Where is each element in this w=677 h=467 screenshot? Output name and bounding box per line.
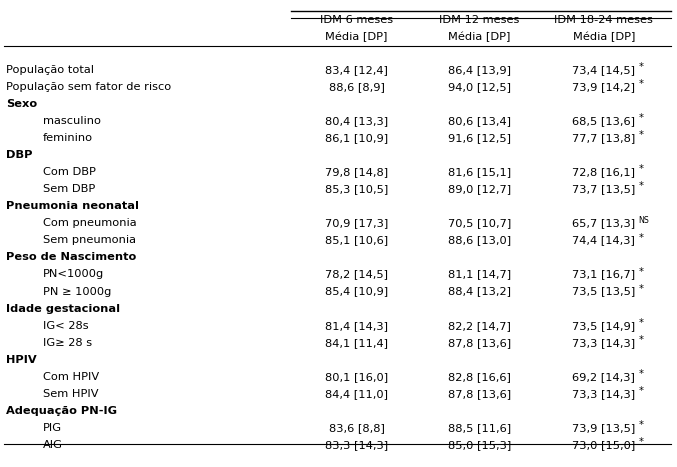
- Text: 78,2 [14,5]: 78,2 [14,5]: [325, 269, 388, 279]
- Text: 85,0 [15,3]: 85,0 [15,3]: [448, 440, 511, 450]
- Text: *: *: [638, 420, 644, 431]
- Text: 84,1 [11,4]: 84,1 [11,4]: [325, 338, 388, 348]
- Text: 72,8 [16,1]: 72,8 [16,1]: [572, 167, 635, 177]
- Text: 73,9 [13,5]: 73,9 [13,5]: [572, 423, 635, 433]
- Text: *: *: [638, 369, 644, 379]
- Text: População total: População total: [6, 64, 94, 75]
- Text: *: *: [638, 79, 644, 89]
- Text: PIG: PIG: [43, 423, 62, 433]
- Text: 73,4 [14,5]: 73,4 [14,5]: [572, 64, 635, 75]
- Text: 73,5 [14,9]: 73,5 [14,9]: [572, 321, 635, 331]
- Text: Sexo: Sexo: [6, 99, 37, 109]
- Text: 83,6 [8,8]: 83,6 [8,8]: [329, 423, 385, 433]
- Text: *: *: [638, 284, 644, 294]
- Text: PN ≥ 1000g: PN ≥ 1000g: [43, 287, 112, 297]
- Text: IG< 28s: IG< 28s: [43, 321, 89, 331]
- Text: 80,4 [13,3]: 80,4 [13,3]: [325, 116, 388, 126]
- Text: 81,4 [14,3]: 81,4 [14,3]: [325, 321, 388, 331]
- Text: 89,0 [12,7]: 89,0 [12,7]: [448, 184, 511, 194]
- Text: *: *: [638, 318, 644, 328]
- Text: 81,6 [15,1]: 81,6 [15,1]: [448, 167, 511, 177]
- Text: *: *: [638, 386, 644, 396]
- Text: 82,2 [14,7]: 82,2 [14,7]: [448, 321, 511, 331]
- Text: 88,6 [8,9]: 88,6 [8,9]: [329, 82, 385, 92]
- Text: Sem DBP: Sem DBP: [43, 184, 95, 194]
- Text: 79,8 [14,8]: 79,8 [14,8]: [325, 167, 388, 177]
- Text: *: *: [638, 267, 644, 277]
- Text: Sem pneumonia: Sem pneumonia: [43, 235, 136, 245]
- Text: feminino: feminino: [43, 133, 93, 143]
- Text: 86,4 [13,9]: 86,4 [13,9]: [448, 64, 511, 75]
- Text: 85,3 [10,5]: 85,3 [10,5]: [325, 184, 388, 194]
- Text: População sem fator de risco: População sem fator de risco: [6, 82, 171, 92]
- Text: 70,5 [10,7]: 70,5 [10,7]: [448, 218, 511, 228]
- Text: 85,1 [10,6]: 85,1 [10,6]: [325, 235, 388, 245]
- Text: Com pneumonia: Com pneumonia: [43, 218, 137, 228]
- Text: IDM 18-24 meses: IDM 18-24 meses: [554, 15, 653, 25]
- Text: Adequação PN-IG: Adequação PN-IG: [6, 406, 117, 416]
- Text: *: *: [638, 62, 644, 72]
- Text: PN<1000g: PN<1000g: [43, 269, 104, 279]
- Text: 82,8 [16,6]: 82,8 [16,6]: [448, 372, 511, 382]
- Text: 73,3 [14,3]: 73,3 [14,3]: [572, 389, 635, 399]
- Text: *: *: [638, 164, 644, 174]
- Text: 73,9 [14,2]: 73,9 [14,2]: [572, 82, 635, 92]
- Text: Com DBP: Com DBP: [43, 167, 96, 177]
- Text: 91,6 [12,5]: 91,6 [12,5]: [448, 133, 511, 143]
- Text: 80,1 [16,0]: 80,1 [16,0]: [325, 372, 388, 382]
- Text: Pneumonia neonatal: Pneumonia neonatal: [6, 201, 139, 211]
- Text: 77,7 [13,8]: 77,7 [13,8]: [572, 133, 635, 143]
- Text: IDM 6 meses: IDM 6 meses: [320, 15, 393, 25]
- Text: *: *: [638, 181, 644, 191]
- Text: 65,7 [13,3]: 65,7 [13,3]: [572, 218, 635, 228]
- Text: 88,5 [11,6]: 88,5 [11,6]: [448, 423, 511, 433]
- Text: *: *: [638, 113, 644, 123]
- Text: NS: NS: [638, 215, 649, 225]
- Text: masculino: masculino: [43, 116, 101, 126]
- Text: 73,1 [16,7]: 73,1 [16,7]: [572, 269, 635, 279]
- Text: 73,5 [13,5]: 73,5 [13,5]: [572, 287, 635, 297]
- Text: DBP: DBP: [6, 150, 32, 160]
- Text: *: *: [638, 438, 644, 447]
- Text: AIG: AIG: [43, 440, 63, 450]
- Text: 84,4 [11,0]: 84,4 [11,0]: [325, 389, 388, 399]
- Text: 81,1 [14,7]: 81,1 [14,7]: [448, 269, 511, 279]
- Text: 68,5 [13,6]: 68,5 [13,6]: [572, 116, 635, 126]
- Text: *: *: [638, 130, 644, 140]
- Text: 87,8 [13,6]: 87,8 [13,6]: [448, 389, 511, 399]
- Text: IDM 12 meses: IDM 12 meses: [439, 15, 520, 25]
- Text: Com HPIV: Com HPIV: [43, 372, 100, 382]
- Text: *: *: [638, 335, 644, 345]
- Text: 80,6 [13,4]: 80,6 [13,4]: [448, 116, 511, 126]
- Text: Idade gestacional: Idade gestacional: [6, 304, 121, 314]
- Text: 88,6 [13,0]: 88,6 [13,0]: [448, 235, 511, 245]
- Text: 70,9 [17,3]: 70,9 [17,3]: [325, 218, 388, 228]
- Text: Média [DP]: Média [DP]: [326, 32, 388, 42]
- Text: 73,3 [14,3]: 73,3 [14,3]: [572, 338, 635, 348]
- Text: 83,3 [14,3]: 83,3 [14,3]: [325, 440, 388, 450]
- Text: 94,0 [12,5]: 94,0 [12,5]: [448, 82, 511, 92]
- Text: 87,8 [13,6]: 87,8 [13,6]: [448, 338, 511, 348]
- Text: Peso de Nascimento: Peso de Nascimento: [6, 253, 136, 262]
- Text: *: *: [638, 233, 644, 242]
- Text: IG≥ 28 s: IG≥ 28 s: [43, 338, 92, 348]
- Text: 74,4 [14,3]: 74,4 [14,3]: [572, 235, 635, 245]
- Text: 83,4 [12,4]: 83,4 [12,4]: [325, 64, 388, 75]
- Text: 88,4 [13,2]: 88,4 [13,2]: [448, 287, 511, 297]
- Text: HPIV: HPIV: [6, 355, 37, 365]
- Text: 73,0 [15,0]: 73,0 [15,0]: [572, 440, 635, 450]
- Text: Média [DP]: Média [DP]: [573, 32, 635, 42]
- Text: 73,7 [13,5]: 73,7 [13,5]: [572, 184, 635, 194]
- Text: 86,1 [10,9]: 86,1 [10,9]: [325, 133, 388, 143]
- Text: 69,2 [14,3]: 69,2 [14,3]: [572, 372, 635, 382]
- Text: Sem HPIV: Sem HPIV: [43, 389, 99, 399]
- Text: 85,4 [10,9]: 85,4 [10,9]: [325, 287, 388, 297]
- Text: Média [DP]: Média [DP]: [448, 32, 510, 42]
